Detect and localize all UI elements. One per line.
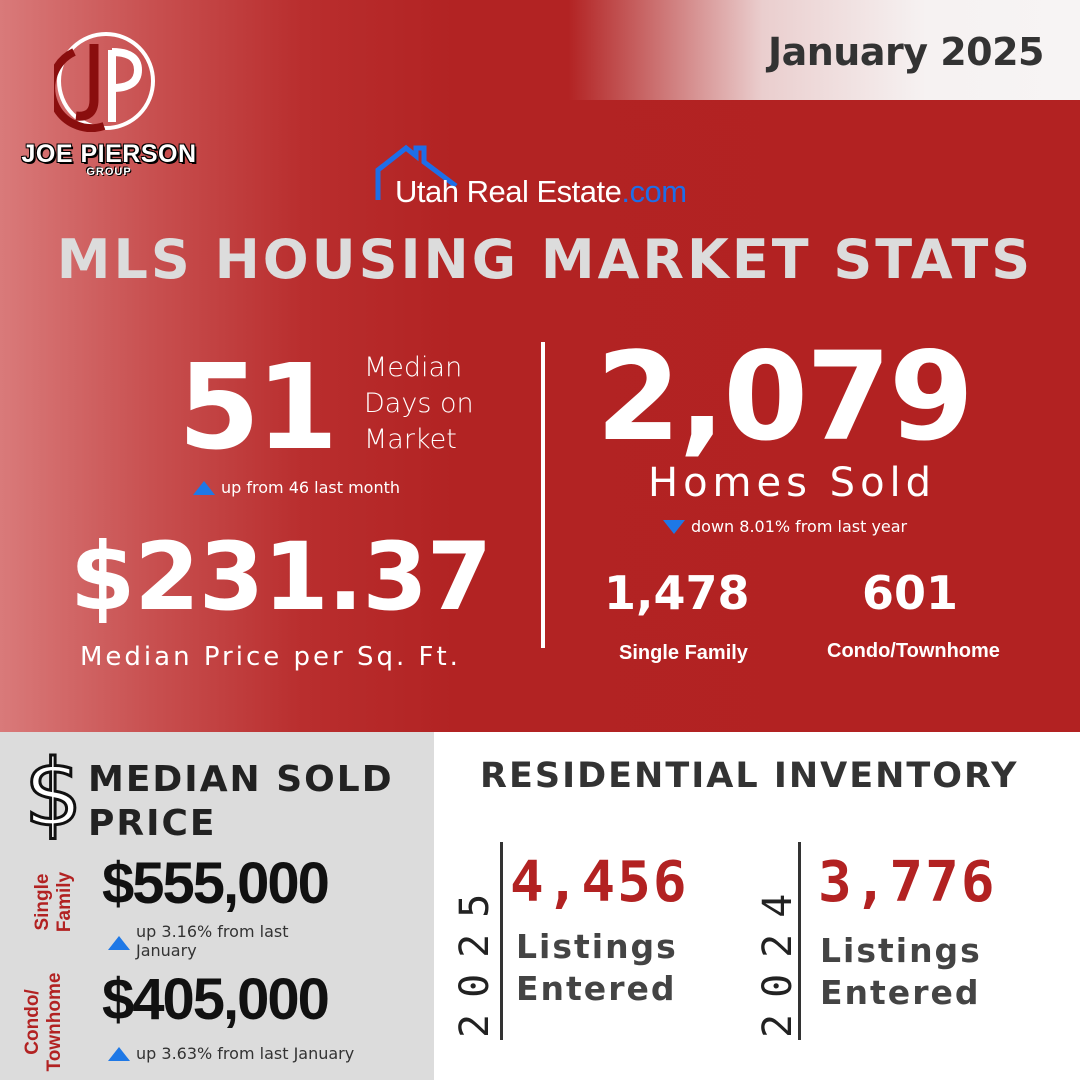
brand-subtitle: GROUP [86,166,132,178]
dollar-sign-icon: $ [23,740,85,847]
report-date: January 2025 [767,30,1045,74]
source-suffix: .com [621,174,687,209]
condo-sold-label: Condo/Townhome [827,640,1000,662]
date-band [568,0,1080,100]
page-title: MLS HOUSING MARKET STATS [56,228,1034,291]
inventory-label-current: Listings Entered [516,927,678,1008]
inventory-divider-previous [798,842,801,1040]
median-sold-price-title: MEDIAN SOLD PRICE [88,759,394,844]
days-on-market-change: up from 46 last month [193,478,400,497]
inventory-year-current: 2025 [452,877,498,1038]
source-name: Utah Real Estate [395,174,622,209]
joe-pierson-logo-icon [54,32,155,132]
arrow-up-icon [193,480,215,495]
inventory-divider-current [500,842,503,1040]
median-sold-price-panel [0,732,434,1080]
days-on-market-label: Median Days on Market [364,352,474,455]
house-roof-icon [375,144,458,200]
stats-divider [541,342,545,648]
inventory-title: RESIDENTIAL INVENTORY [480,756,1019,796]
price-per-sqft-value: $231.37 [70,523,492,632]
condo-sold-value: 601 [862,566,959,620]
inventory-value-previous: 3,776 [818,850,997,915]
inventory-label-previous: Listings Entered [820,931,982,1012]
inventory-value-current: 4,456 [510,850,689,915]
single-family-sold-label: Single Family [619,642,748,664]
days-on-market-value: 51 [178,338,338,476]
homes-sold-value: 2,079 [596,326,974,468]
source-logo-text: Utah Real Estate.com [395,174,687,210]
single-family-price-change: up 3.16% from last January [108,922,338,960]
single-family-vertical-label: Single Family [32,871,75,933]
arrow-down-icon [663,519,685,534]
single-family-median-price: $555,000 [102,851,330,916]
single-family-sold-value: 1,478 [604,566,750,620]
condo-median-price: $405,000 [102,967,330,1032]
arrow-up-icon [108,1046,130,1061]
price-per-sqft-label: Median Price per Sq. Ft. [80,642,461,672]
inventory-year-previous: 2024 [755,877,801,1038]
hero-section: January 2025 JOE PIERSON GROUP Utah Real… [0,0,1080,732]
homes-sold-change: down 8.01% from last year [663,517,907,536]
condo-vertical-label: Condo/ Townhome [22,972,65,1072]
homes-sold-label: Homes Sold [648,460,937,506]
arrow-up-icon [108,936,130,950]
brand-name: JOE PIERSON [21,140,197,168]
condo-price-change: up 3.63% from last January [108,1044,354,1063]
